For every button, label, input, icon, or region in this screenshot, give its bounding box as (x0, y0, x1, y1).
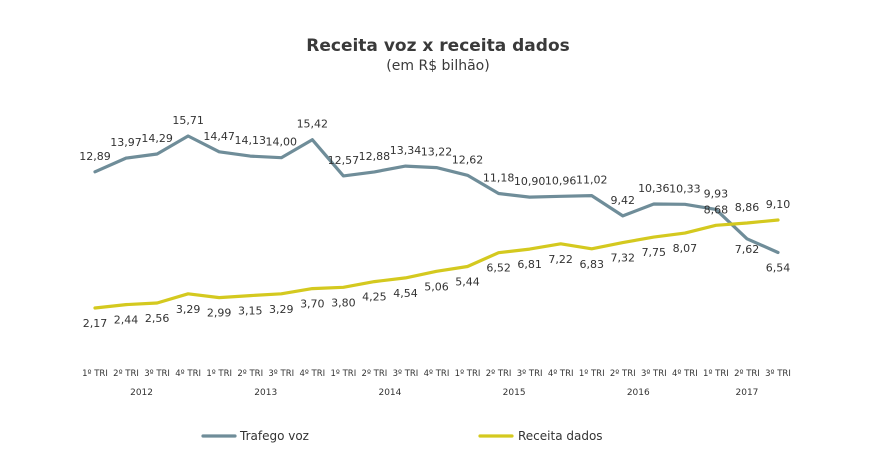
data-label-receita-dados: 3,80 (331, 296, 356, 309)
legend-label: Receita dados (518, 429, 603, 443)
legend-label: Trafego voz (239, 429, 309, 443)
data-label-trafego-voz: 13,34 (390, 144, 422, 157)
x-tick-label: 2º TRI (362, 369, 388, 379)
data-label-receita-dados: 9,10 (766, 198, 791, 211)
chart-subtitle: (em R$ bilhão) (386, 58, 490, 74)
x-axis-ticks: 1º TRI 2º TRI 3º TRI 4º TRI 1º TRI 2º TRI 3º T… (82, 369, 791, 379)
data-label-receita-dados: 8,07 (673, 242, 698, 255)
data-label-receita-dados: 2,44 (114, 314, 139, 327)
x-tick-label: 3º TRI (517, 369, 543, 379)
data-label-trafego-voz: 12,88 (359, 150, 391, 163)
data-label-receita-dados: 4,25 (362, 291, 387, 304)
x-tick-label: 1º TRI (206, 369, 232, 379)
x-tick-label: 1º TRI (703, 369, 729, 379)
data-label-receita-dados: 2,99 (207, 307, 232, 320)
data-label-receita-dados: 3,15 (238, 305, 263, 318)
data-label-receita-dados: 7,75 (642, 246, 667, 259)
x-tick-label: 2º TRI (113, 369, 139, 379)
x-tick-label: 1º TRI (82, 369, 108, 379)
x-axis-years: 2012 2013 2014 2015 2016 2017 (130, 388, 758, 398)
x-tick-label: 1º TRI (579, 369, 605, 379)
x-year-label: 2014 (378, 388, 401, 398)
data-label-receita-dados: 3,70 (300, 298, 325, 311)
data-label-trafego-voz: 14,13 (234, 134, 266, 147)
data-label-receita-dados: 8,86 (735, 201, 760, 214)
data-label-receita-dados: 8,68 (704, 203, 729, 216)
data-label-receita-dados: 7,22 (548, 253, 573, 266)
data-label-receita-dados: 2,56 (145, 312, 170, 325)
data-label-trafego-voz: 14,47 (203, 130, 235, 143)
data-label-trafego-voz: 10,36 (638, 182, 670, 195)
data-label-receita-dados: 3,29 (269, 303, 294, 316)
x-year-label: 2017 (736, 388, 759, 398)
x-year-label: 2013 (254, 388, 277, 398)
x-year-label: 2016 (627, 388, 650, 398)
x-tick-label: 1º TRI (455, 369, 481, 379)
data-label-trafego-voz: 12,57 (328, 154, 360, 167)
x-tick-label: 4º TRI (299, 369, 325, 379)
x-tick-label: 3º TRI (641, 369, 667, 379)
data-label-trafego-voz: 14,29 (141, 132, 173, 145)
series-line-trafego-voz (93, 134, 780, 255)
data-label-trafego-voz: 14,00 (266, 136, 298, 149)
x-tick-label: 4º TRI (548, 369, 574, 379)
x-year-label: 2012 (130, 388, 153, 398)
x-tick-label: 2º TRI (486, 369, 512, 379)
data-label-trafego-voz: 13,97 (110, 136, 142, 149)
data-label-receita-dados: 6,52 (486, 262, 511, 275)
data-label-trafego-voz: 10,33 (669, 182, 701, 195)
data-label-receita-dados: 5,44 (455, 275, 480, 288)
data-label-trafego-voz: 11,02 (576, 174, 608, 187)
data-label-trafego-voz: 15,71 (172, 114, 204, 127)
data-label-trafego-voz: 9,42 (611, 194, 636, 207)
x-tick-label: 4º TRI (424, 369, 450, 379)
series-line-receita-dados (93, 218, 780, 310)
data-label-trafego-voz: 7,62 (735, 243, 760, 256)
x-tick-label: 1º TRI (330, 369, 356, 379)
data-label-receita-dados: 7,32 (611, 252, 636, 265)
data-label-trafego-voz: 15,42 (297, 118, 329, 131)
x-tick-label: 2º TRI (734, 369, 760, 379)
series-lines (93, 134, 780, 310)
data-label-trafego-voz: 11,18 (483, 172, 515, 185)
data-label-receita-dados: 5,06 (424, 280, 449, 293)
data-label-receita-dados: 4,54 (393, 287, 418, 300)
x-tick-label: 2º TRI (237, 369, 263, 379)
x-tick-label: 3º TRI (765, 369, 791, 379)
data-label-receita-dados: 3,29 (176, 303, 201, 316)
x-tick-label: 2º TRI (610, 369, 636, 379)
data-label-trafego-voz: 9,93 (704, 187, 729, 200)
data-label-trafego-voz: 6,54 (766, 261, 791, 274)
x-tick-label: 4º TRI (672, 369, 698, 379)
x-tick-label: 3º TRI (393, 369, 419, 379)
data-label-trafego-voz: 13,22 (421, 146, 453, 159)
data-label-receita-dados: 6,81 (517, 258, 542, 271)
data-label-trafego-voz: 10,90 (514, 175, 546, 188)
data-label-trafego-voz: 10,96 (545, 174, 577, 187)
data-label-trafego-voz: 12,62 (452, 153, 484, 166)
legend: Trafego voz Receita dados (201, 429, 603, 443)
x-tick-label: 3º TRI (268, 369, 294, 379)
data-label-receita-dados: 6,83 (579, 258, 604, 271)
data-label-receita-dados: 2,17 (83, 317, 108, 330)
chart-title: Receita voz x receita dados (306, 36, 570, 56)
x-year-label: 2015 (503, 388, 526, 398)
data-label-trafego-voz: 12,89 (79, 150, 111, 163)
x-tick-label: 3º TRI (144, 369, 170, 379)
x-tick-label: 4º TRI (175, 369, 201, 379)
